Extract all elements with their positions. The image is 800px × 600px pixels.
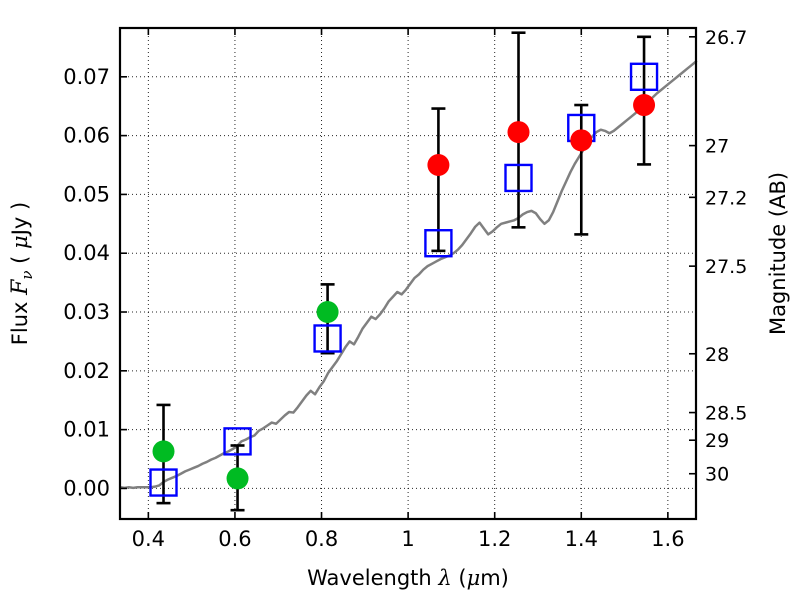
observed-optical-markers <box>152 301 339 490</box>
x-tick-label: 1.6 <box>651 527 684 551</box>
right-tick-label: 27.2 <box>705 187 747 209</box>
x-axis-ticks: 0.4 0.6 0.8 1 1.2 1.4 1.6 <box>132 28 685 551</box>
x-tick-label: 0.4 <box>132 527 165 551</box>
right-tick-label: 27.5 <box>705 256 747 278</box>
y-tick-label: 0.06 <box>63 124 110 148</box>
grid-lines <box>120 28 696 519</box>
x-tick-label: 1.4 <box>565 527 598 551</box>
y-tick-label: 0.00 <box>63 476 110 500</box>
x-tick-label: 1 <box>401 527 414 551</box>
y-tick-label: 0.02 <box>63 359 110 383</box>
x-tick-label: 0.6 <box>218 527 251 551</box>
y-axis-ticks: 0.00 0.01 0.02 0.03 0.04 0.05 0.06 0.07 <box>63 65 127 500</box>
x-tick-label: 1.2 <box>478 527 511 551</box>
y-tick-label: 0.01 <box>63 418 110 442</box>
right-axis-title: Magnitude (AB) <box>766 172 790 335</box>
y-tick-label: 0.04 <box>63 241 110 265</box>
right-tick-label: 28.5 <box>705 403 747 425</box>
x-tick-label: 0.8 <box>305 527 338 551</box>
x-axis-title: Wavelength λ (μm) <box>307 566 509 590</box>
y-axis-title: Flux Fν ( μJy ) <box>8 202 36 345</box>
right-tick-label: 29 <box>705 430 729 452</box>
sed-model-curve <box>118 60 698 490</box>
right-tick-label: 26.7 <box>705 27 747 49</box>
right-tick-label: 28 <box>705 344 729 366</box>
y-tick-label: 0.07 <box>63 65 110 89</box>
observed-nir-markers <box>427 94 656 177</box>
y-tick-label: 0.03 <box>63 300 110 324</box>
right-tick-label: 30 <box>705 464 729 486</box>
right-axis-ticks: 26.7 27 27.2 27.5 28 28.5 29 30 <box>689 27 747 486</box>
right-tick-label: 27 <box>705 136 729 158</box>
y-tick-label: 0.05 <box>63 182 110 206</box>
